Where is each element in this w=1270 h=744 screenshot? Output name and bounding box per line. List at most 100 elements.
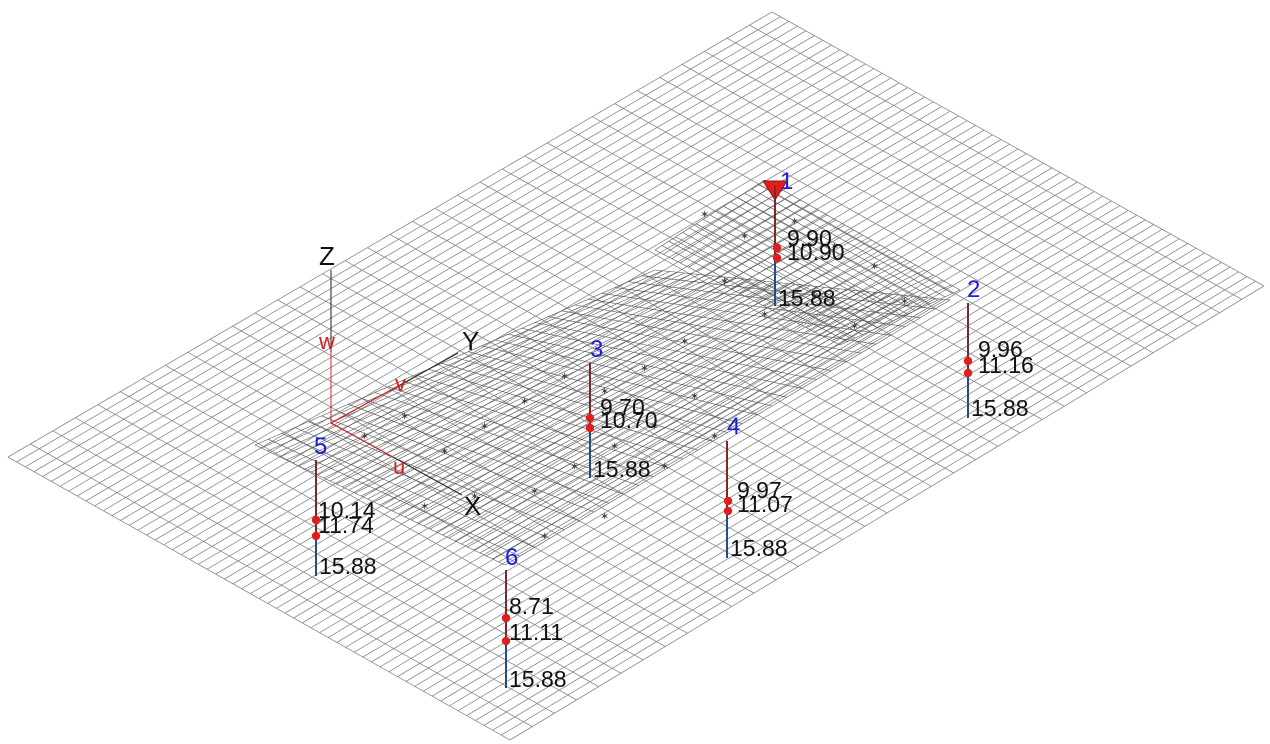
mesh-line [286,273,693,461]
mesh-line [16,16,781,463]
mesh-line [298,275,707,467]
level-marker [723,496,733,506]
mesh-line [361,282,781,497]
pile[interactable]: 1 9.90 10.90 15.88 [772,168,845,311]
mesh-line [466,262,1222,716]
mesh-line [33,25,798,472]
mesh-line [215,125,976,575]
pile[interactable]: 5 10.14 11.74 15.88 [311,433,377,579]
mesh-line [730,224,845,290]
mesh-line [713,214,828,281]
mesh-line [273,272,678,455]
mesh-line [738,229,854,294]
mesh-line [397,224,1154,677]
mesh-line [302,172,1061,624]
mesh-line [839,289,961,346]
mesh-line [797,264,916,324]
mesh-line [224,129,985,580]
pile[interactable]: 6 8.71 11.11 15.88 [501,544,567,692]
mesh-line [467,295,906,548]
level-marker [963,368,973,378]
mesh-line [473,296,914,551]
slab-node-glyph: ✶ [520,396,529,408]
mesh-line [671,189,783,259]
mesh-line [354,281,774,494]
mesh-line [362,205,1121,658]
local-u-axis-line [330,422,394,458]
mesh-line [284,162,1044,614]
mesh-line [120,73,883,521]
slab-node-glyph: ✶ [360,431,369,443]
slab-node-glyph: ✶ [810,291,819,303]
mesh-line [68,44,832,492]
mesh-line [25,21,790,468]
mesh-line [654,179,766,251]
pile[interactable]: 3 9.70 10.70 15.88 [585,336,658,482]
pile-id-label: 2 [967,276,980,303]
global-x-label: X [464,491,481,521]
mesh-line [254,269,656,446]
mesh-line [504,299,951,566]
pile[interactable]: 2 9.96 11.16 15.88 [963,276,1034,421]
foundation-slab-mesh [254,179,961,566]
pile-level-label: 15.88 [778,285,836,311]
mesh-line [705,209,819,277]
local-v-axis-line [330,385,399,424]
slab-node-glyph: ✶ [420,501,429,513]
slab-node-glyph: ✶ [540,531,549,543]
pile-level-label: 15.88 [730,535,788,561]
slab-node-glyph: ✶ [790,216,799,228]
global-y-label: Y [462,326,479,356]
pile[interactable]: 4 9.97 11.07 15.88 [723,413,793,561]
mesh-line [483,271,1239,726]
mesh-line [663,184,775,255]
mesh-line [163,96,925,546]
mesh-line [348,281,766,491]
level-marker [501,613,511,623]
mesh-line [304,275,715,470]
slab-node-glyph: ✶ [830,241,839,253]
slab-node-glyph: ✶ [600,511,609,523]
mesh-line [492,298,936,560]
mesh-line [371,210,1129,663]
mesh-line [789,259,907,320]
pile-level-label: 11.16 [978,352,1034,378]
pile-id-label: 4 [727,413,740,440]
pile-level-label: 11.11 [509,619,563,645]
mesh-line [250,143,1010,594]
mesh-line [59,39,824,487]
pile-id-label: 3 [590,336,603,363]
slab-node-glyph: ✶ [660,461,669,473]
slab-node-glyph: ✶ [760,309,769,321]
slab-node-glyph: ✶ [470,491,479,503]
mesh-line [492,276,1248,731]
slab-node-glyph: ✶ [400,411,409,423]
mesh-line [479,296,921,554]
pile-level-label: 15.88 [509,666,567,692]
mesh-line [276,158,1036,609]
local-u-label: u [393,454,405,479]
mesh-line [414,233,1171,687]
pile-level-label: 15.88 [319,553,377,579]
mesh-line [206,120,968,570]
slab-node-glyph: ✶ [690,391,699,403]
mesh-line [440,247,1197,702]
pile-id-label: 1 [780,168,793,195]
mesh-line [388,219,1146,673]
mesh-line [747,234,863,298]
pile-level-label: 15.88 [971,395,1029,421]
slab-node-glyph: ✶ [600,386,609,398]
pile-id-label: 6 [505,544,518,571]
mesh-line [461,294,899,545]
pile-id-label: 5 [314,433,327,460]
level-marker [501,636,511,646]
mesh-line [102,63,866,512]
mesh-line [386,285,811,509]
mesh-line [154,91,917,541]
level-marker [723,506,733,516]
mesh-line [241,139,1002,590]
mesh-line [379,284,803,506]
mesh-line [392,286,818,512]
mesh-line [429,290,862,530]
